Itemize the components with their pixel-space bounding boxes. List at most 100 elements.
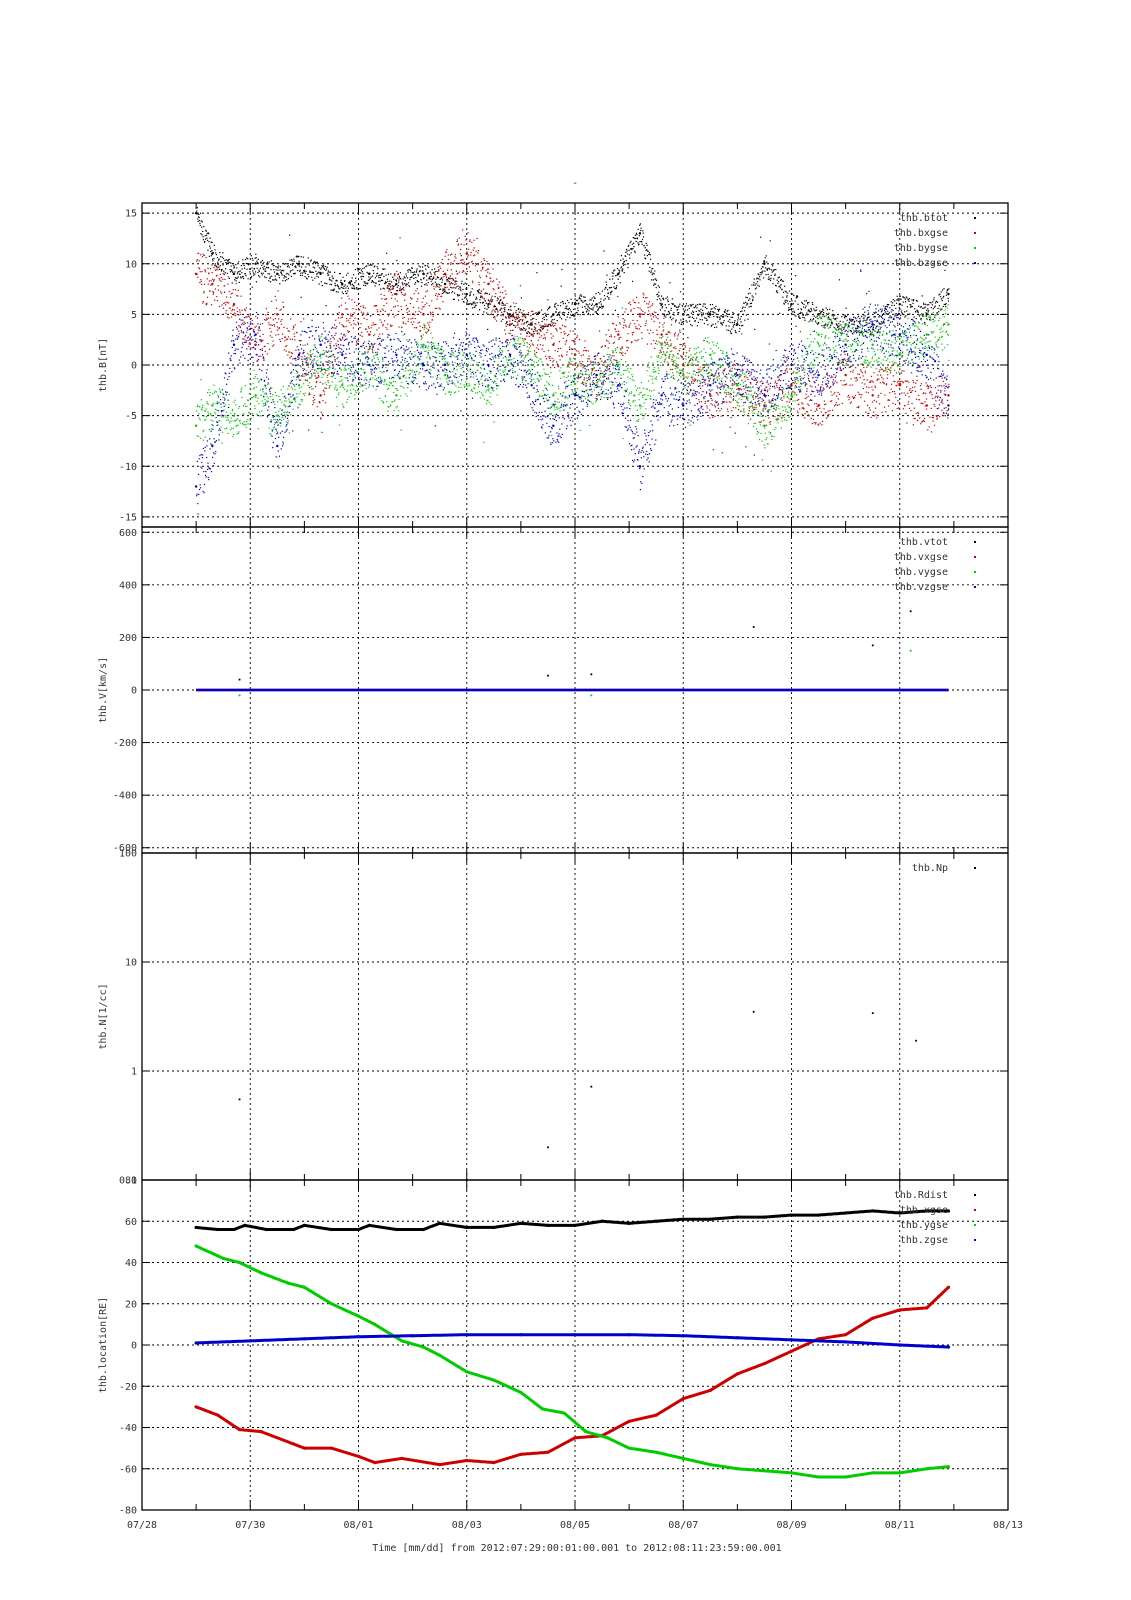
data-dot	[312, 266, 314, 268]
data-dot	[593, 305, 595, 307]
data-dot	[295, 256, 297, 258]
data-dot	[202, 439, 204, 441]
data-dot	[278, 410, 280, 412]
data-dot	[386, 287, 388, 289]
data-dot	[369, 377, 372, 379]
data-dot	[492, 299, 494, 301]
data-dot	[337, 285, 339, 287]
data-dot	[466, 270, 468, 273]
data-dot	[355, 364, 357, 366]
data-dot	[210, 250, 212, 253]
data-dot	[591, 370, 593, 372]
data-dot	[752, 396, 754, 398]
data-dot	[346, 308, 348, 310]
data-dot	[245, 405, 247, 408]
data-dot	[713, 315, 715, 318]
data-dot	[794, 382, 796, 384]
data-dot	[354, 282, 356, 284]
data-dot	[382, 360, 384, 362]
data-dot	[565, 326, 567, 328]
data-dot	[475, 250, 477, 252]
data-dot	[197, 436, 200, 438]
data-dot	[909, 388, 911, 390]
data-dot	[295, 349, 297, 351]
data-dot	[739, 318, 741, 320]
data-dot	[384, 268, 386, 270]
data-dot	[239, 405, 241, 408]
data-dot	[945, 383, 947, 385]
data-dot	[691, 325, 693, 327]
data-dot	[387, 323, 389, 325]
data-dot	[581, 382, 583, 384]
data-dot	[473, 239, 475, 241]
data-dot	[849, 320, 851, 322]
data-dot	[261, 348, 263, 350]
data-dot	[943, 303, 945, 306]
data-dot	[290, 386, 292, 388]
data-dot	[198, 213, 200, 216]
data-dot	[646, 303, 648, 305]
data-dot	[658, 286, 660, 288]
data-dot	[495, 337, 497, 339]
data-dot	[624, 311, 626, 313]
data-dot	[292, 273, 295, 275]
data-dot	[620, 336, 622, 338]
data-dot	[444, 290, 446, 292]
data-dot	[240, 330, 242, 332]
data-dot	[457, 272, 459, 274]
data-dot	[315, 382, 317, 384]
data-dot	[824, 376, 826, 378]
data-dot	[734, 323, 736, 325]
data-dot	[304, 355, 306, 357]
data-dot	[825, 417, 828, 419]
data-dot	[360, 276, 362, 278]
data-dot	[872, 326, 874, 328]
data-dot	[703, 339, 705, 342]
data-dot	[547, 299, 549, 301]
data-dot	[622, 268, 624, 270]
data-dot	[805, 300, 807, 302]
data-dot	[525, 313, 527, 315]
data-dot	[698, 399, 700, 401]
data-dot	[928, 304, 930, 306]
data-dot	[471, 304, 473, 306]
data-dot	[445, 276, 448, 278]
data-dot	[211, 264, 213, 266]
data-dot	[244, 424, 246, 426]
data-dot	[656, 299, 658, 301]
data-dot	[667, 331, 669, 333]
data-dot	[469, 270, 471, 272]
data-dot	[609, 359, 612, 361]
data-dot	[439, 288, 441, 291]
data-dot	[799, 312, 801, 315]
data-dot	[866, 366, 868, 368]
data-dot	[902, 382, 904, 384]
data-dot	[889, 392, 891, 394]
data-dot	[371, 369, 373, 371]
data-dot	[348, 331, 350, 333]
data-dot	[321, 267, 323, 269]
data-dot	[646, 343, 648, 345]
data-dot	[391, 285, 393, 287]
data-dot	[349, 283, 351, 285]
data-dot	[816, 409, 818, 411]
data-dot	[850, 329, 852, 332]
data-dot	[703, 396, 705, 398]
data-dot	[834, 318, 836, 321]
data-dot	[301, 399, 303, 401]
data-dot	[718, 309, 720, 311]
data-dot	[351, 277, 353, 279]
data-dot	[524, 313, 526, 315]
data-dot	[766, 261, 768, 263]
data-dot	[932, 308, 934, 310]
data-dot	[684, 311, 686, 313]
data-dot	[422, 327, 424, 329]
data-dot	[579, 361, 581, 363]
data-dot	[750, 383, 752, 385]
data-dot	[772, 415, 774, 417]
data-dot	[544, 326, 546, 328]
data-dot	[311, 359, 314, 361]
data-dot	[780, 379, 782, 382]
data-dot	[479, 277, 481, 279]
data-dot	[609, 363, 611, 365]
